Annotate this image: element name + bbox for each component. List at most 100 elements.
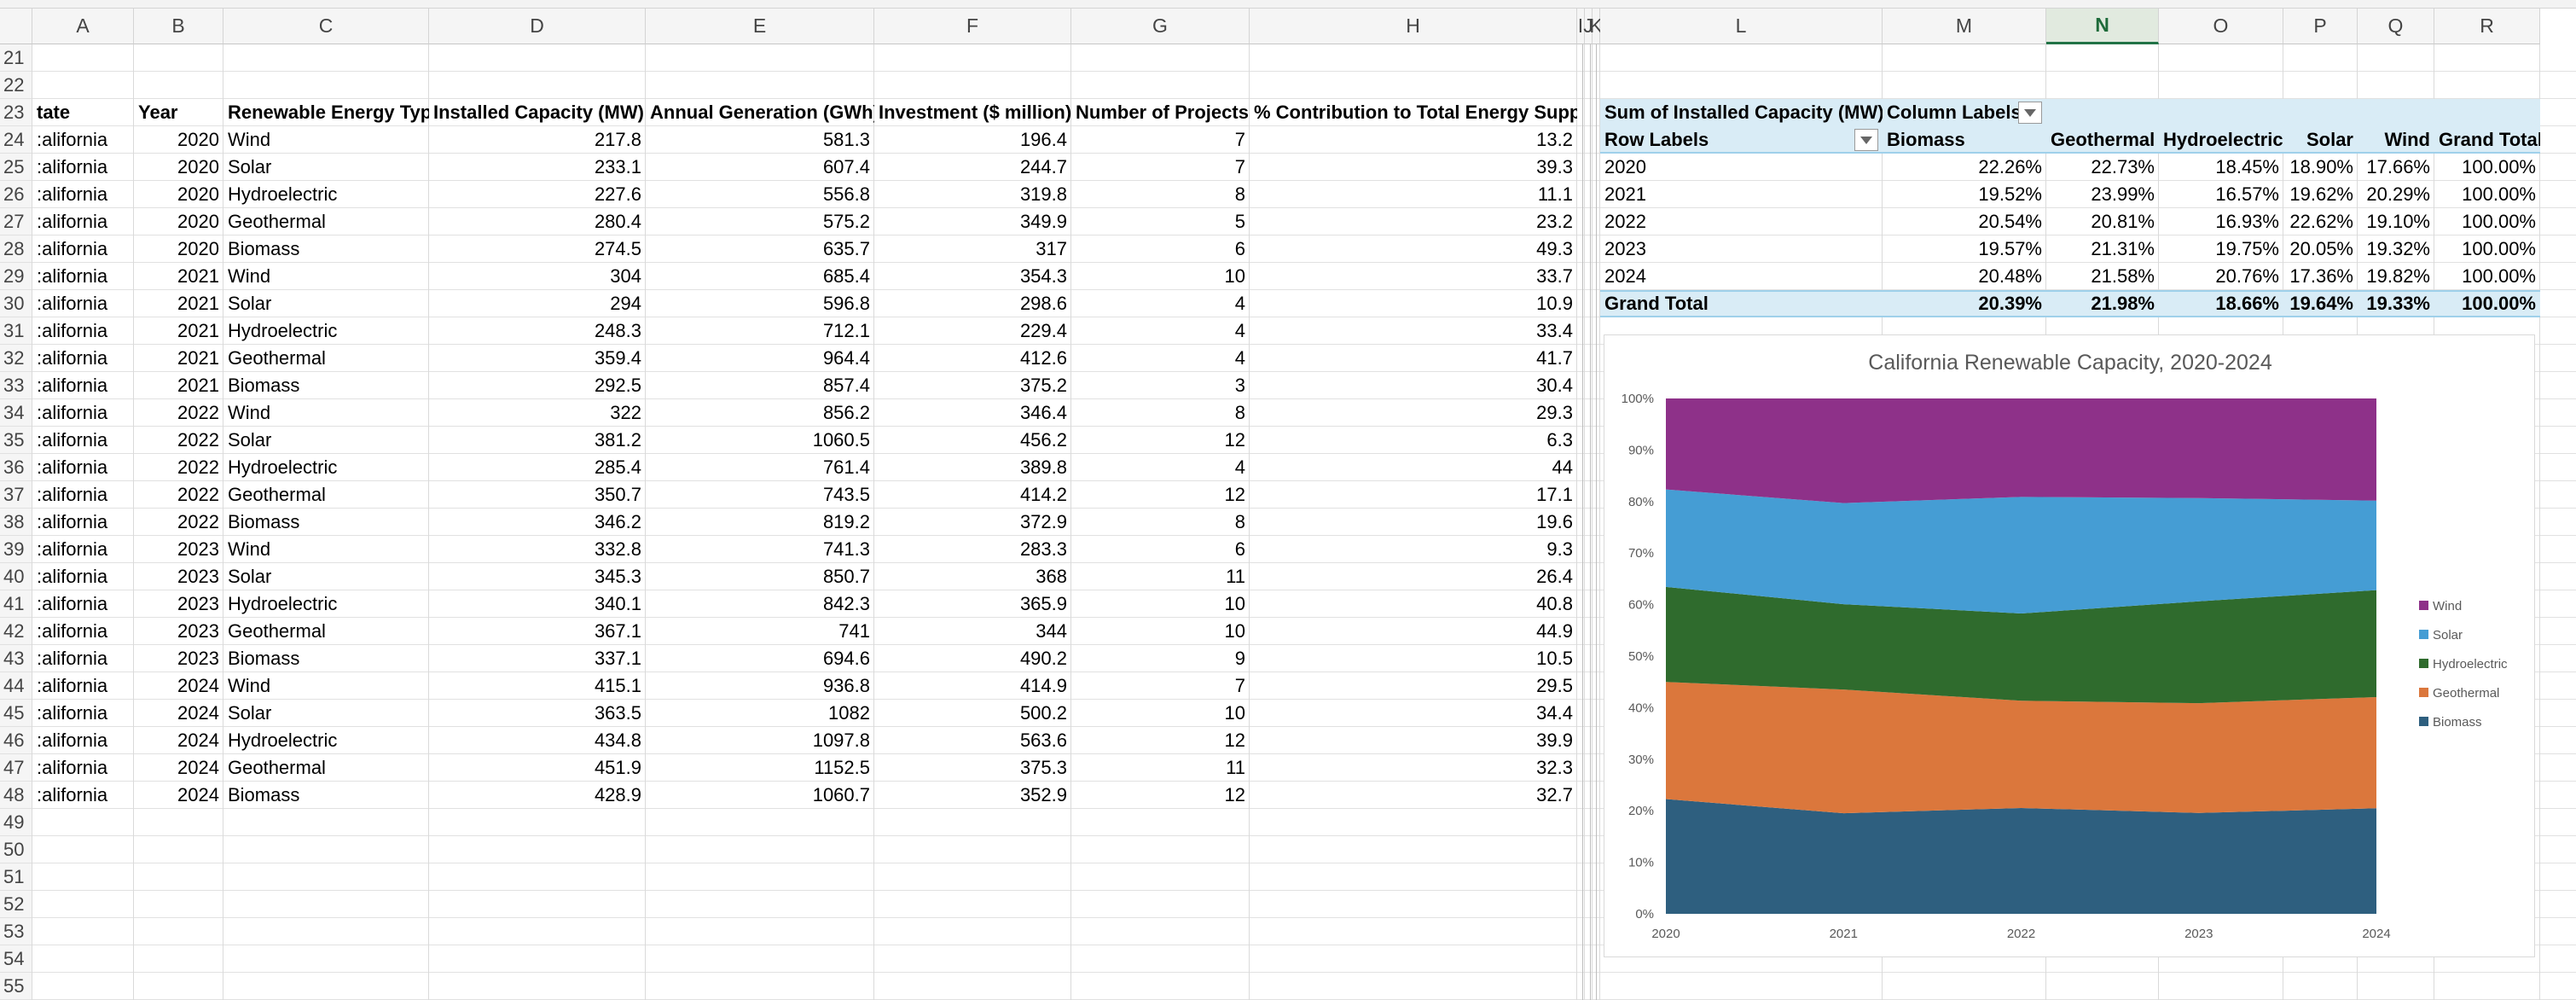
table-cell[interactable]: 13.2: [1536, 129, 1573, 150]
table-cell[interactable]: Hydroelectric: [228, 593, 338, 614]
table-cell[interactable]: 359.4: [594, 347, 641, 369]
table-cell[interactable]: Wind: [228, 675, 271, 696]
table-cell[interactable]: 556.8: [822, 183, 870, 205]
table-cell[interactable]: 344: [1036, 620, 1067, 642]
table-cell[interactable]: 280.4: [594, 211, 641, 232]
table-cell[interactable]: Geothermal: [228, 484, 326, 505]
row-header-29[interactable]: 29: [0, 263, 32, 290]
table-cell[interactable]: 349.9: [1019, 211, 1067, 232]
table-cell[interactable]: :alifornia: [37, 211, 108, 232]
table-cell[interactable]: 274.5: [594, 238, 641, 259]
table-cell[interactable]: 456.2: [1019, 429, 1067, 451]
table-cell[interactable]: 415.1: [594, 675, 641, 696]
table-cell[interactable]: 964.4: [822, 347, 870, 369]
table-cell[interactable]: 8: [1234, 402, 1245, 423]
table-cell[interactable]: 2023: [177, 593, 219, 614]
table-cell[interactable]: 340.1: [594, 593, 641, 614]
table-cell[interactable]: :alifornia: [37, 511, 108, 532]
table-cell[interactable]: 6: [1234, 238, 1245, 259]
table-cell[interactable]: 10: [1224, 702, 1245, 724]
table-cell[interactable]: 363.5: [594, 702, 641, 724]
table-cell[interactable]: 11: [1226, 566, 1245, 587]
row-header-33[interactable]: 33: [0, 372, 32, 399]
pivot-value-cell[interactable]: 23.99%: [2091, 183, 2155, 205]
series-area-solar[interactable]: [1666, 489, 2376, 613]
table-cell[interactable]: 2021: [177, 320, 219, 341]
table-cell[interactable]: 332.8: [594, 538, 641, 560]
pivot-value-cell[interactable]: 20.81%: [2091, 211, 2155, 232]
table-cell[interactable]: 354.3: [1019, 265, 1067, 287]
table-cell[interactable]: 2021: [177, 375, 219, 396]
pivot-value-cell[interactable]: 22.26%: [1978, 156, 2042, 177]
pivot-row-label[interactable]: 2023: [1604, 238, 1646, 259]
table-cell[interactable]: 741.3: [822, 538, 870, 560]
table-cell[interactable]: 7: [1234, 129, 1245, 150]
table-cell[interactable]: 29.3: [1536, 402, 1573, 423]
table-cell[interactable]: 367.1: [594, 620, 641, 642]
table-cell[interactable]: :alifornia: [37, 484, 108, 505]
legend-item-biomass[interactable]: Biomass: [2419, 715, 2482, 730]
pivot-row-label[interactable]: 2024: [1604, 265, 1646, 287]
table-cell[interactable]: 4: [1234, 293, 1245, 314]
table-cell[interactable]: 4: [1234, 320, 1245, 341]
table-cell[interactable]: 12: [1224, 784, 1245, 805]
table-cell[interactable]: :alifornia: [37, 293, 108, 314]
pivot-grand-total-cell[interactable]: 20.39%: [1978, 293, 2042, 314]
table-cell[interactable]: 317: [1036, 238, 1067, 259]
row-header-40[interactable]: 40: [0, 563, 32, 590]
row-header-37[interactable]: 37: [0, 481, 32, 509]
table-cell[interactable]: 26.4: [1536, 566, 1573, 587]
table-cell[interactable]: 283.3: [1019, 538, 1067, 560]
table-cell[interactable]: 30.4: [1536, 375, 1573, 396]
table-cell[interactable]: Hydroelectric: [228, 456, 338, 478]
table-cell[interactable]: :alifornia: [37, 757, 108, 778]
table-cell[interactable]: 375.2: [1019, 375, 1067, 396]
table-cell[interactable]: 850.7: [822, 566, 870, 587]
table-cell[interactable]: Wind: [228, 538, 271, 560]
pivot-value-cell[interactable]: 20.05%: [2289, 238, 2353, 259]
column-header-q[interactable]: Q: [2358, 9, 2434, 44]
table-cell[interactable]: 294: [610, 293, 641, 314]
table-cell[interactable]: 2020: [177, 238, 219, 259]
row-header-34[interactable]: 34: [0, 399, 32, 427]
table-cell[interactable]: Wind: [228, 402, 271, 423]
table-cell[interactable]: 217.8: [594, 129, 641, 150]
table-header-cell[interactable]: Annual Generation (GWh): [650, 102, 874, 123]
table-cell[interactable]: 2023: [177, 620, 219, 642]
table-cell[interactable]: 3: [1234, 375, 1245, 396]
table-cell[interactable]: 428.9: [594, 784, 641, 805]
table-cell[interactable]: 2020: [177, 156, 219, 177]
table-cell[interactable]: 33.4: [1536, 320, 1573, 341]
table-cell[interactable]: 414.9: [1019, 675, 1067, 696]
table-cell[interactable]: :alifornia: [37, 566, 108, 587]
row-header-51[interactable]: 51: [0, 863, 32, 891]
table-cell[interactable]: Wind: [228, 129, 271, 150]
pivot-value-cell[interactable]: 16.57%: [2215, 183, 2279, 205]
column-header-h[interactable]: H: [1250, 9, 1577, 44]
table-cell[interactable]: 375.3: [1019, 757, 1067, 778]
pivot-grand-total-cell[interactable]: 21.98%: [2091, 293, 2155, 314]
table-cell[interactable]: 6.3: [1546, 429, 1573, 451]
table-cell[interactable]: 2023: [177, 648, 219, 669]
table-cell[interactable]: Geothermal: [228, 347, 326, 369]
table-cell[interactable]: 2021: [177, 293, 219, 314]
pivot-grand-total-cell[interactable]: 19.33%: [2366, 293, 2430, 314]
table-cell[interactable]: 1060.5: [812, 429, 870, 451]
column-header-p[interactable]: P: [2283, 9, 2358, 44]
table-cell[interactable]: 2023: [177, 566, 219, 587]
table-cell[interactable]: 2022: [177, 402, 219, 423]
table-cell[interactable]: 345.3: [594, 566, 641, 587]
column-header-n[interactable]: N: [2046, 9, 2159, 44]
table-cell[interactable]: 12: [1224, 730, 1245, 751]
pivot-grand-total-cell[interactable]: 100.00%: [2462, 293, 2536, 314]
table-cell[interactable]: 352.9: [1019, 784, 1067, 805]
table-cell[interactable]: 2022: [177, 456, 219, 478]
table-cell[interactable]: 8: [1234, 511, 1245, 532]
table-cell[interactable]: 32.3: [1536, 757, 1573, 778]
table-cell[interactable]: 412.6: [1019, 347, 1067, 369]
row-header-35[interactable]: 35: [0, 427, 32, 454]
table-cell[interactable]: :alifornia: [37, 620, 108, 642]
table-cell[interactable]: :alifornia: [37, 183, 108, 205]
row-header-42[interactable]: 42: [0, 618, 32, 645]
table-cell[interactable]: :alifornia: [37, 347, 108, 369]
